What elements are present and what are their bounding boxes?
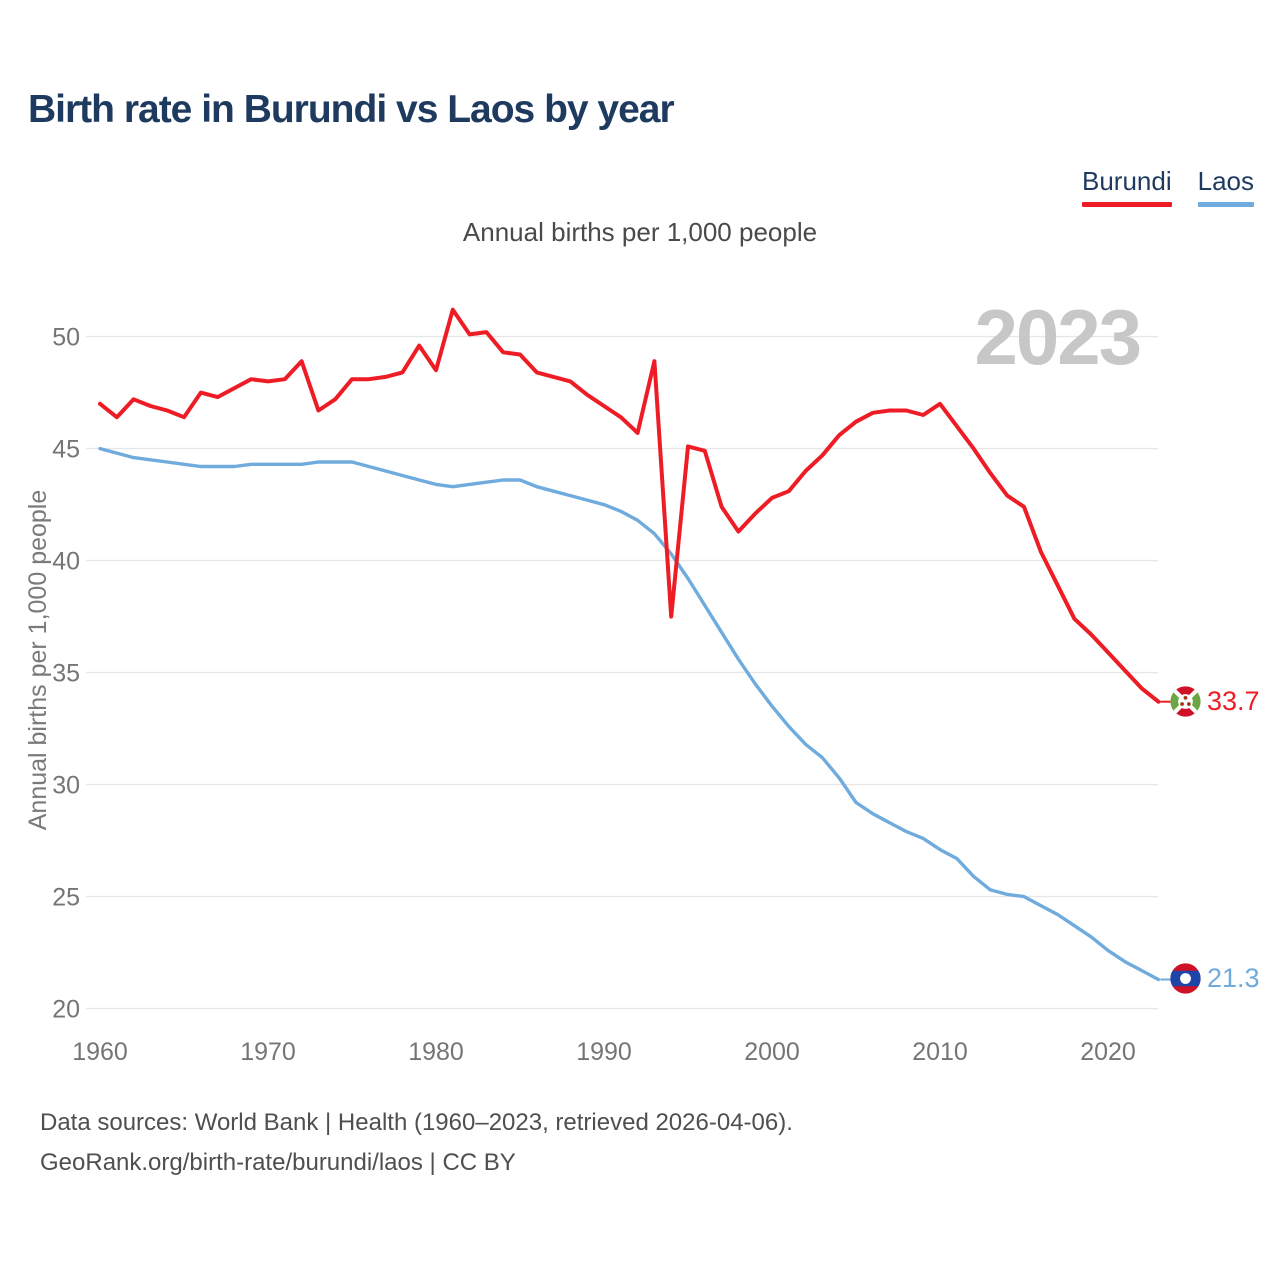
y-tick-label: 30 — [52, 772, 80, 800]
legend-item-laos[interactable]: Laos — [1197, 166, 1254, 207]
burundi-end-value: 33.7 — [1207, 686, 1260, 716]
laos-end-value: 21.3 — [1207, 963, 1260, 993]
chart-subtitle: Annual births per 1,000 people — [462, 217, 818, 247]
y-tick-label: 40 — [52, 548, 80, 576]
x-tick-label: 2020 — [1080, 1038, 1136, 1066]
chart-title: Birth rate in Burundi vs Laos by year — [28, 88, 675, 131]
legend: Burundi Laos — [1081, 166, 1254, 207]
legend-color-bar-laos — [1197, 202, 1254, 207]
burundi-line — [98, 307, 1161, 704]
x-tick-label: 1960 — [72, 1038, 128, 1066]
burundi-end-marker: 33.7 — [1170, 686, 1260, 717]
x-tick-label: 2000 — [744, 1038, 800, 1066]
legend-label-burundi[interactable]: Burundi — [1081, 166, 1172, 196]
laos-flag-icon — [1170, 963, 1201, 994]
y-tick-label: 35 — [52, 660, 80, 688]
y-tick-label: 45 — [52, 436, 80, 464]
legend-label-laos[interactable]: Laos — [1197, 166, 1254, 196]
legend-color-bar-burundi — [1081, 202, 1172, 207]
footer: Data sources: World Bank | Health (1960–… — [40, 1103, 793, 1183]
burundi-flag-icon — [1170, 686, 1201, 717]
x-tick-label: 1990 — [576, 1038, 632, 1066]
data-sources-line: Data sources: World Bank | Health (1960–… — [40, 1109, 793, 1136]
laos-end-marker: 21.3 — [1170, 963, 1260, 994]
laos-line — [98, 446, 1161, 982]
x-tick-label: 2010 — [912, 1038, 968, 1066]
y-tick-label: 25 — [52, 884, 80, 912]
y-tick-label: 50 — [52, 324, 80, 352]
year-watermark: 2023 — [974, 293, 1140, 381]
attribution-line: GeoRank.org/birth-rate/burundi/laos | CC… — [40, 1149, 516, 1176]
y-tick-label: 20 — [52, 996, 80, 1024]
legend-item-burundi[interactable]: Burundi — [1081, 166, 1172, 207]
y-axis-title: Annual births per 1,000 people — [24, 490, 52, 831]
x-tick-label: 1980 — [408, 1038, 464, 1066]
x-tick-label: 1970 — [240, 1038, 296, 1066]
